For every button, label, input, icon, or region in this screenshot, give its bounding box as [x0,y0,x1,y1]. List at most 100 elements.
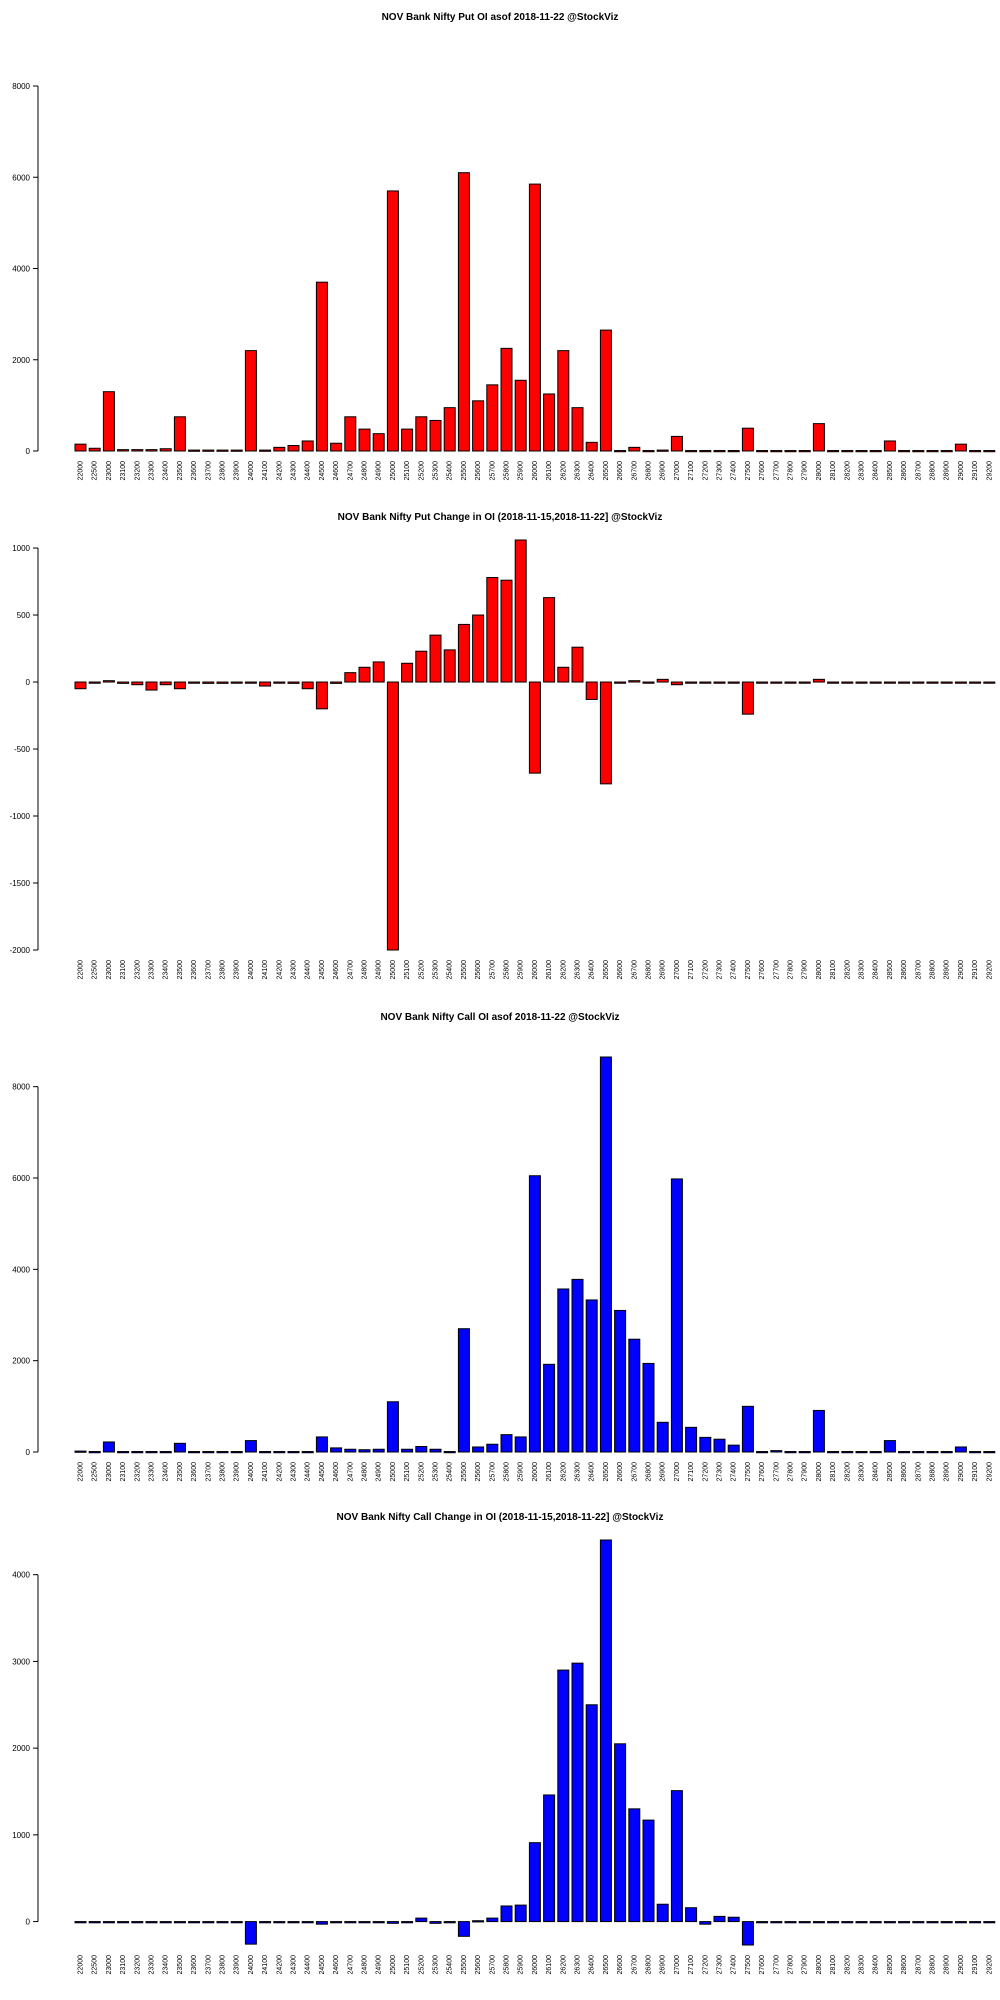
x-tick-label-23400: 23400 [163,1955,170,1975]
x-tick-label-24300: 24300 [291,1955,298,1975]
x-tick-label-27100: 27100 [688,960,695,980]
x-tick-label-27600: 27600 [759,461,766,481]
bar-25200 [415,1446,428,1453]
bar-23300 [145,1451,158,1454]
bar-23900 [230,449,243,452]
bar-23500 [173,1921,186,1924]
bar-23800 [216,681,229,684]
bar-24300 [287,681,300,684]
bar-29200 [983,681,996,684]
bar-25700 [486,384,499,452]
x-tick-label-26400: 26400 [589,461,596,481]
x-tick-label-26900: 26900 [660,960,667,980]
bar-23300 [145,449,158,452]
bar-27600 [756,450,769,453]
x-tick-label-26000: 26000 [532,1462,539,1482]
x-tick-label-28700: 28700 [915,461,922,481]
x-tick-label-25900: 25900 [518,1462,525,1482]
bar-28900 [940,1921,953,1924]
chart-panel-1: NOV Bank Nifty Put OI asof 2018-11-22 @S… [12,12,996,481]
bar-29000 [954,1921,967,1924]
y-tick-label-0: 0 [26,447,31,456]
x-tick-label-27300: 27300 [717,1955,724,1975]
bar-27400 [727,1916,740,1923]
bar-28000 [812,1921,825,1924]
y-tick-label-1000: 1000 [12,1831,30,1840]
x-tick-label-28000: 28000 [816,461,823,481]
x-tick-label-26000: 26000 [532,1955,539,1975]
x-tick-label-28500: 28500 [887,960,894,980]
y-tick-label--500: -500 [14,745,31,754]
x-tick-label-26700: 26700 [631,960,638,980]
x-tick-label-23500: 23500 [177,1462,184,1482]
bar-26600 [614,681,627,684]
x-tick-label-27400: 27400 [731,1462,738,1482]
bar-22500 [88,1451,101,1454]
x-tick-label-24800: 24800 [362,1462,369,1482]
bar-28400 [869,1451,882,1454]
x-tick-label-25800: 25800 [504,1955,511,1975]
bar-27500 [741,1921,754,1946]
bar-28900 [940,681,953,684]
bar-28900 [940,450,953,453]
bar-23500 [173,416,186,452]
x-tick-label-28300: 28300 [859,960,866,980]
x-tick-label-28600: 28600 [901,960,908,980]
bar-23000 [102,391,115,452]
bar-24100 [259,681,272,687]
x-tick-label-23200: 23200 [134,1955,141,1975]
x-tick-label-28300: 28300 [859,1955,866,1975]
bar-24200 [273,681,286,684]
bar-27300 [713,1438,726,1453]
y-tick-label-8000: 8000 [12,82,30,91]
x-tick-label-26500: 26500 [603,960,610,980]
bar-28800 [926,1451,939,1454]
chart-panel-4: NOV Bank Nifty Call Change in OI (2018-1… [12,1512,996,1975]
bar-24900 [372,1921,385,1924]
bar-23700 [202,1921,215,1924]
bar-23100 [117,1921,130,1924]
x-tick-label-27900: 27900 [802,1955,809,1975]
x-tick-label-24600: 24600 [333,461,340,481]
bar-27800 [784,1921,797,1924]
bar-26800 [642,1819,655,1923]
chart-panel-2: NOV Bank Nifty Put Change in OI (2018-11… [10,512,996,980]
x-tick-label-23300: 23300 [149,1955,156,1975]
x-tick-label-25100: 25100 [404,960,411,980]
x-tick-label-23800: 23800 [220,1955,227,1975]
x-tick-label-26800: 26800 [646,960,653,980]
bar-26700 [628,1338,641,1453]
x-tick-label-25300: 25300 [433,461,440,481]
x-tick-label-24400: 24400 [305,461,312,481]
x-tick-label-28200: 28200 [844,1955,851,1975]
x-tick-label-23300: 23300 [149,461,156,481]
x-tick-label-28300: 28300 [859,1462,866,1482]
x-tick-label-25400: 25400 [447,960,454,980]
x-tick-label-28700: 28700 [915,1462,922,1482]
bar-28500 [883,440,896,452]
x-tick-label-29200: 29200 [986,1955,993,1975]
x-tick-label-26300: 26300 [575,960,582,980]
bar-28100 [827,681,840,684]
bar-27900 [798,450,811,453]
x-tick-label-22000: 22000 [78,461,85,481]
bar-23800 [216,1451,229,1454]
x-tick-label-22500: 22500 [92,1462,99,1482]
bar-26900 [656,1421,669,1453]
x-tick-label-25700: 25700 [489,461,496,481]
bar-23000 [102,680,115,683]
x-tick-label-23100: 23100 [120,1462,127,1482]
x-tick-label-29000: 29000 [958,1955,965,1975]
bar-22000 [74,681,87,690]
bar-29200 [983,450,996,453]
bar-25000 [386,190,399,452]
x-tick-label-26300: 26300 [575,1462,582,1482]
bar-24500 [315,1921,328,1925]
bar-25000 [386,1401,399,1453]
bar-23100 [117,449,130,452]
x-tick-label-26900: 26900 [660,1462,667,1482]
x-tick-label-28200: 28200 [844,461,851,481]
x-tick-label-26900: 26900 [660,461,667,481]
bar-23500 [173,681,186,690]
x-tick-label-25100: 25100 [404,461,411,481]
